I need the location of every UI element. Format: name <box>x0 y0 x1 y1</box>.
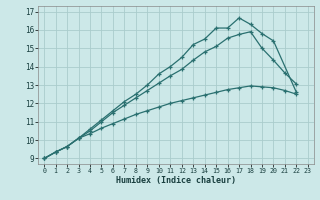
X-axis label: Humidex (Indice chaleur): Humidex (Indice chaleur) <box>116 176 236 185</box>
